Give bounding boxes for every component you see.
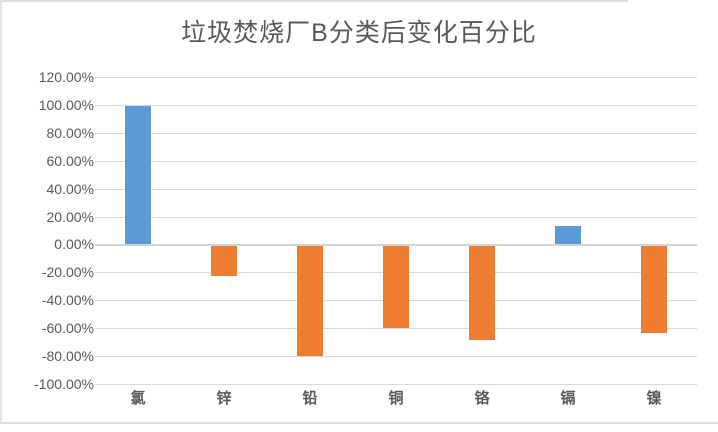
gridline: [95, 161, 697, 162]
category-label: 铬: [474, 390, 490, 407]
gridline: [95, 356, 697, 357]
y-tick-label: -80.00%: [41, 348, 94, 364]
x-axis-line: [95, 244, 697, 246]
y-tick-label: -40.00%: [41, 292, 94, 308]
left-border-line: [0, 0, 2, 424]
bar-铬: [469, 244, 495, 340]
category-label: 铅: [302, 390, 318, 407]
y-tick-label: 80.00%: [46, 125, 94, 141]
y-tick-label: 100.00%: [38, 97, 94, 113]
y-tick-label: 120.00%: [38, 69, 94, 85]
y-tick-label: -100.00%: [34, 376, 94, 392]
chart-title: 垃圾焚烧厂B分类后变化百分比: [181, 19, 537, 47]
gridline: [95, 328, 697, 329]
bar-锌: [211, 244, 237, 276]
category-label: 锌: [216, 390, 232, 407]
y-tick-label: 40.00%: [46, 181, 94, 197]
y-tick-label: 0.00%: [54, 236, 94, 252]
gridline: [95, 133, 697, 134]
gridline: [95, 384, 697, 385]
gridline: [95, 189, 697, 190]
category-label: 镉: [560, 390, 576, 407]
category-label: 氯: [130, 390, 146, 407]
gridline: [95, 77, 697, 78]
bar-铜: [383, 244, 409, 328]
bottom-border-line: [0, 422, 718, 424]
gridline: [95, 105, 697, 106]
category-label: 镍: [646, 390, 662, 407]
bar-镉: [555, 226, 581, 244]
category-label: 铜: [388, 390, 404, 407]
bar-铅: [297, 244, 323, 356]
gridline: [95, 217, 697, 218]
y-tick-label: -20.00%: [41, 264, 94, 280]
y-tick-label: 20.00%: [46, 209, 94, 225]
top-border-line: [0, 0, 628, 2]
y-tick-label: 60.00%: [46, 153, 94, 169]
y-tick-label: -60.00%: [41, 320, 94, 336]
bar-氯: [125, 106, 151, 244]
bar-镍: [641, 244, 667, 333]
